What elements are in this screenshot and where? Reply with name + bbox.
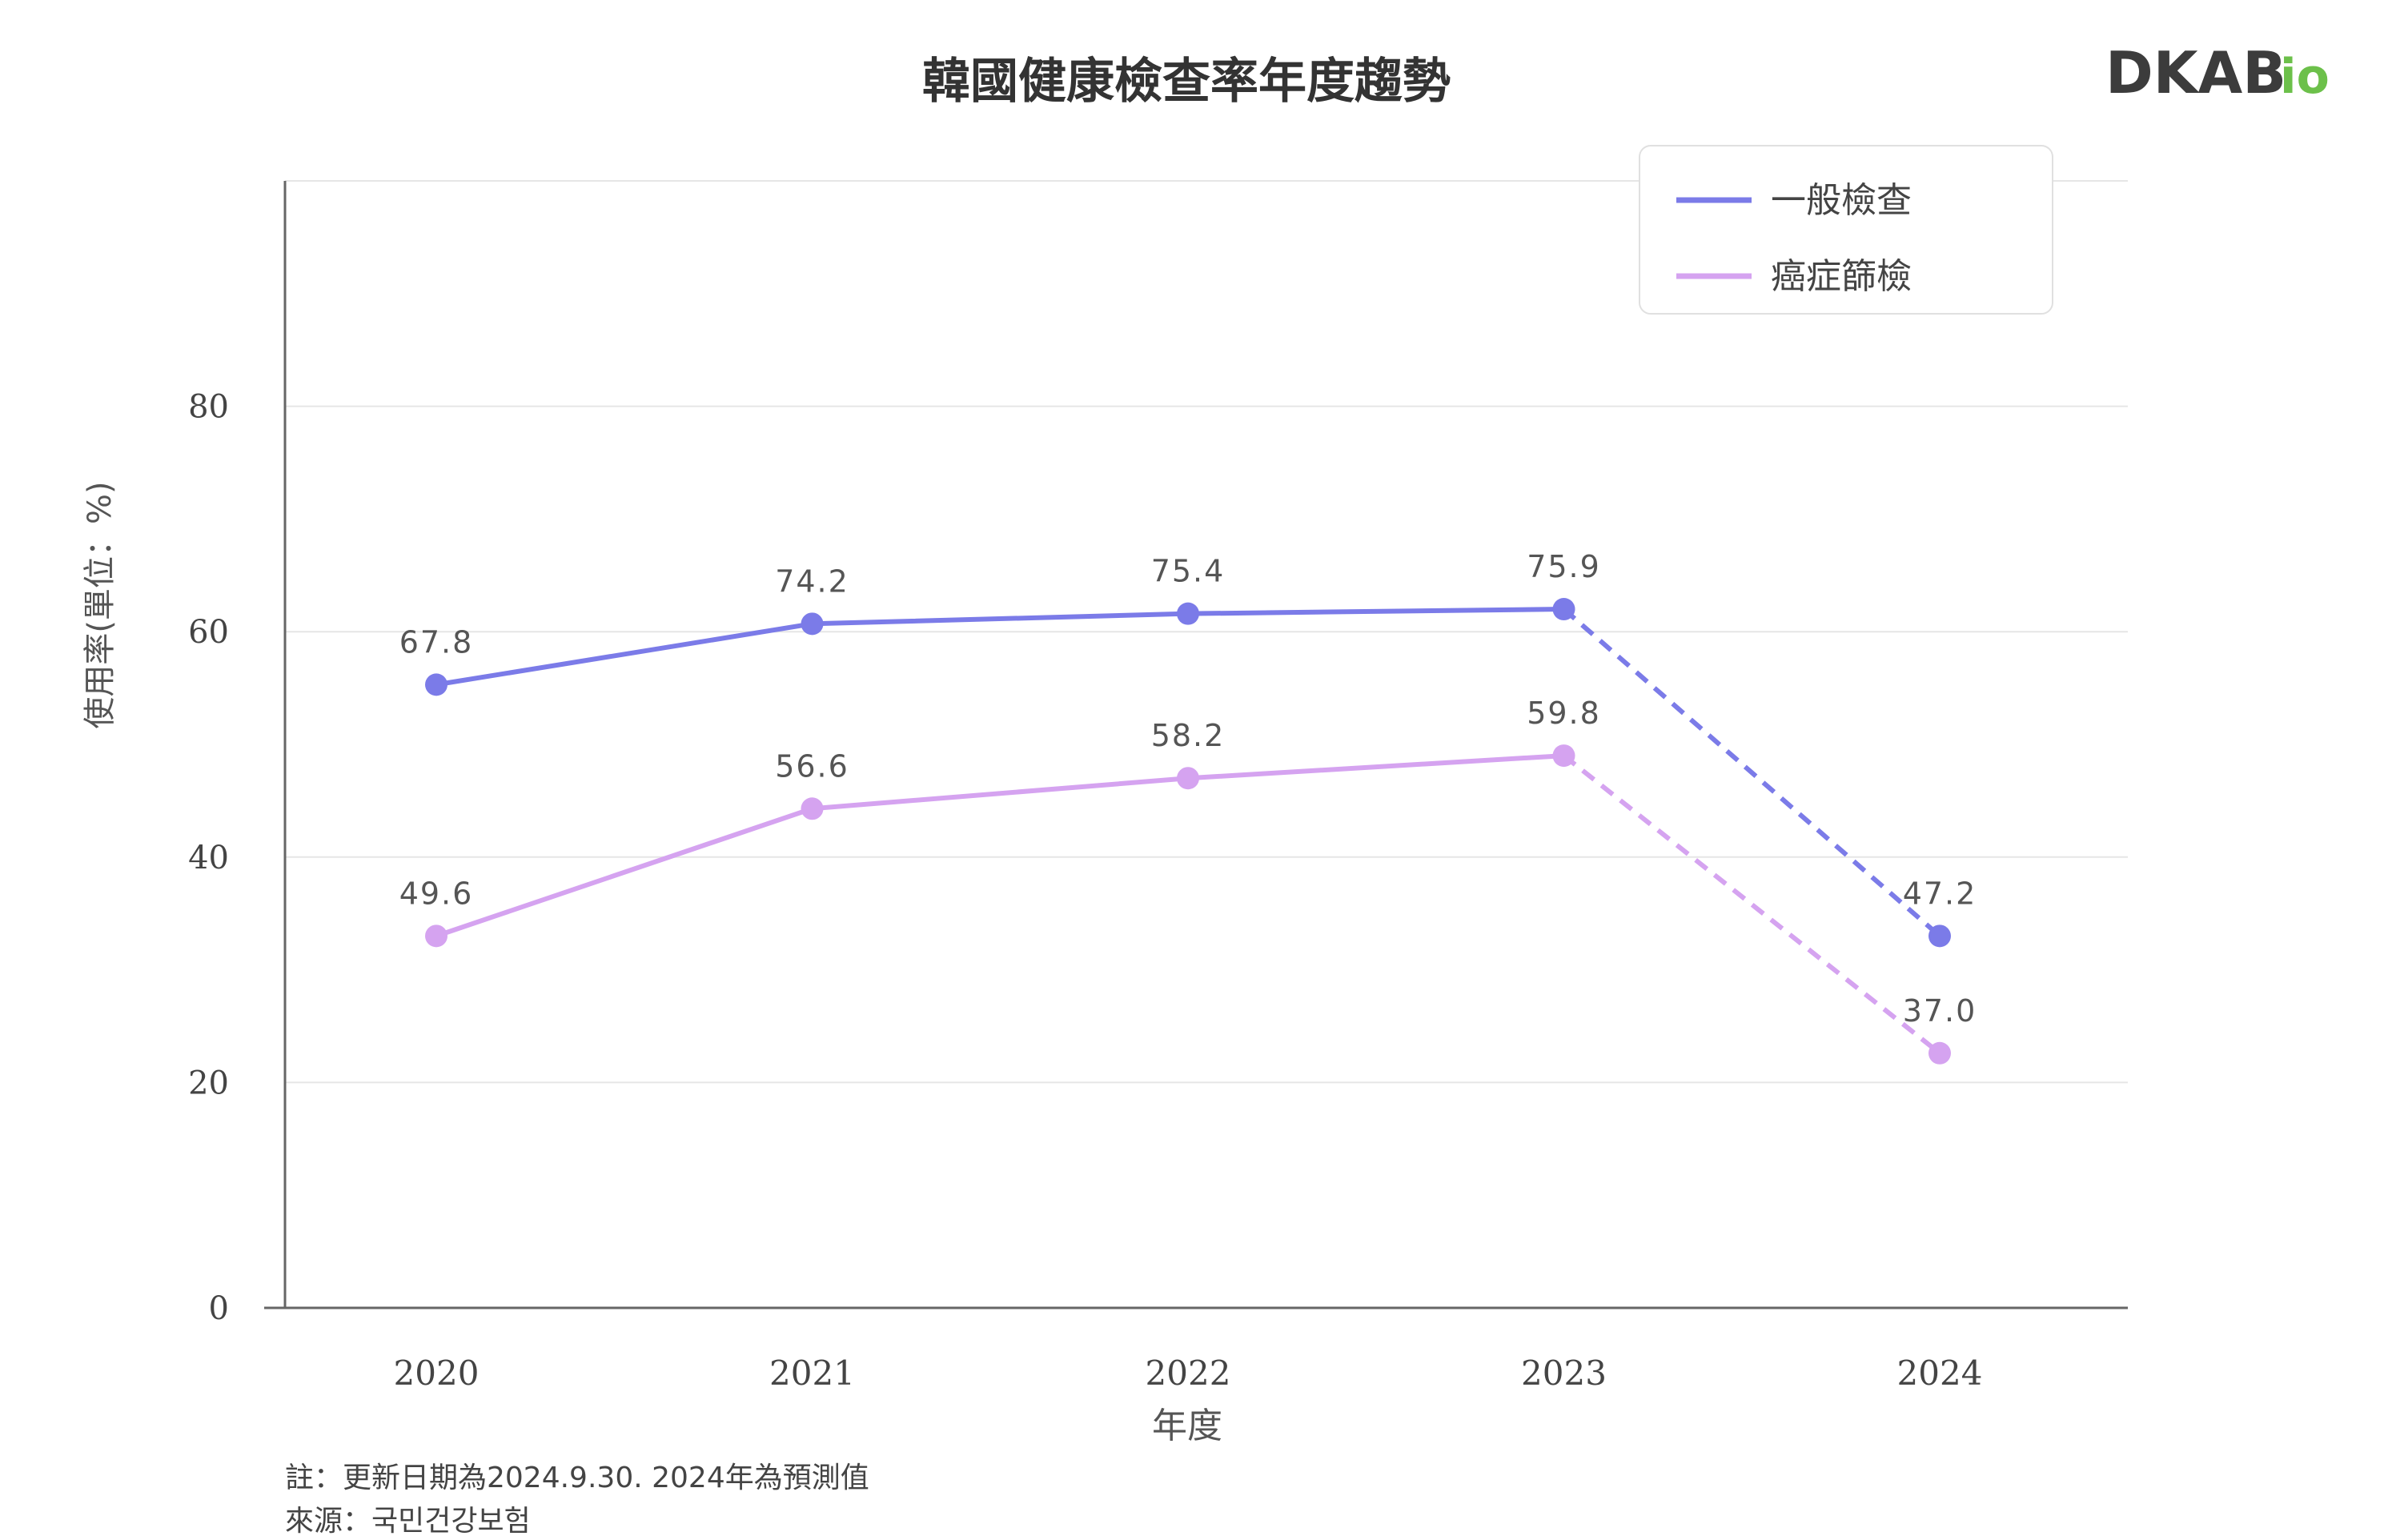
update-note: 註：更新日期為2024.9.30. 2024年為預測值 <box>285 1462 869 1494</box>
series-layer: 67.8 74.2 75.4 75.9 47.2 49.6 56.6 58.2 59.8 37.0 <box>399 549 1977 1065</box>
y-tick-labels: 0 20 40 60 80 <box>188 389 229 1327</box>
data-label: 74.2 <box>775 563 849 599</box>
logo-suffix-text: io <box>2280 49 2330 105</box>
data-point <box>425 673 447 696</box>
data-point <box>425 924 447 948</box>
series-0: 67.8 74.2 75.4 75.9 47.2 <box>399 549 1977 948</box>
legend-label-cancer: 癌症篩檢 <box>1771 256 1912 297</box>
data-point <box>1928 1041 1951 1065</box>
y-tick-label: 80 <box>188 389 229 426</box>
y-tick-label: 60 <box>188 614 229 651</box>
data-label: 37.0 <box>1903 993 1977 1029</box>
data-label: 75.4 <box>1151 554 1226 589</box>
chart-title: 韓國健康檢查率年度趨勢 <box>922 54 1451 110</box>
y-tick-label: 20 <box>188 1065 229 1101</box>
data-point <box>801 612 824 636</box>
y-axis-title: 使用率(單位：%) <box>82 481 118 728</box>
data-label: 49.6 <box>399 876 474 911</box>
data-point <box>1177 767 1199 790</box>
series-line-dashed <box>1562 607 1941 938</box>
x-axis-title: 年度 <box>1152 1406 1222 1446</box>
series-line-solid <box>434 607 1567 688</box>
series-1: 49.6 56.6 58.2 59.8 37.0 <box>399 696 1977 1065</box>
y-tick-label: 0 <box>209 1290 229 1327</box>
data-label: 59.8 <box>1527 696 1601 731</box>
data-point <box>1552 598 1575 621</box>
x-tick-label: 2022 <box>1146 1354 1231 1393</box>
data-point <box>1552 744 1575 768</box>
brand-logo: DKAB io <box>2105 39 2330 106</box>
gridlines <box>285 180 2128 1084</box>
x-tick-label: 2023 <box>1521 1354 1607 1393</box>
data-point <box>801 797 824 820</box>
data-label: 58.2 <box>1151 718 1226 753</box>
legend-box <box>1639 145 2053 315</box>
x-tick-label: 2020 <box>394 1354 480 1393</box>
data-point <box>1177 602 1199 625</box>
x-tick-label: 2021 <box>769 1354 855 1393</box>
logo-main-text: DKAB <box>2105 39 2286 106</box>
data-label: 75.9 <box>1527 549 1601 584</box>
legend-label-general: 一般檢查 <box>1771 180 1912 221</box>
y-tick-label: 40 <box>188 840 229 876</box>
legend: 一般檢查 癌症篩檢 <box>1639 145 2053 315</box>
x-tick-label: 2024 <box>1897 1354 1983 1393</box>
series-line-solid <box>434 753 1567 939</box>
source-note: 來源：국민건강보험 <box>285 1505 531 1538</box>
series-line-dashed <box>1562 753 1941 1056</box>
data-label: 67.8 <box>399 624 474 660</box>
x-tick-labels: 2020 2021 2022 2023 2024 <box>394 1354 1983 1393</box>
data-label: 47.2 <box>1903 876 1977 911</box>
data-label: 56.6 <box>775 748 849 784</box>
data-point <box>1928 924 1951 948</box>
